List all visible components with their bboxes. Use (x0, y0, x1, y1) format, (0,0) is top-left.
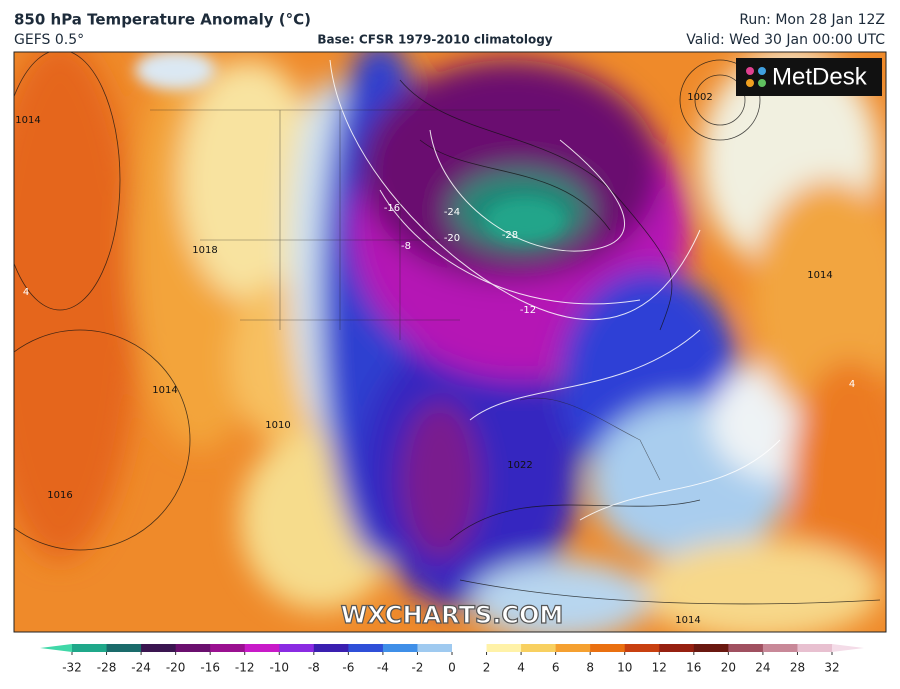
contour-label: 1014 (807, 270, 832, 281)
colorbar-tick-label: -28 (97, 661, 117, 675)
colorbar-tick-label: -4 (377, 661, 389, 675)
colorbar-segment (762, 644, 798, 652)
contour-label: -16 (384, 203, 400, 214)
watermark: WXCHARTS.COM (341, 601, 563, 629)
colorbar-tick-label: -6 (342, 661, 354, 675)
colorbar-tick-label: 24 (755, 661, 770, 675)
colorbar-tick-label: 2 (483, 661, 491, 675)
base-label: Base: CFSR 1979-2010 climatology (317, 33, 552, 47)
colorbar-low-end (40, 644, 72, 652)
colorbar-segment (659, 644, 695, 652)
colorbar-segment (555, 644, 591, 652)
colorbar-segment (590, 644, 626, 652)
colorbar-tick-label: 6 (552, 661, 560, 675)
colorbar-segment (452, 644, 488, 652)
colorbar: -32 -28 -24 -20 -16 -12 -10 -8 -6 -4 -2 0 2 4 6 8 10 12 16… (40, 644, 864, 675)
colorbar-segment (486, 644, 522, 652)
colorbar-segment (313, 644, 349, 652)
contour-label: 1010 (265, 420, 290, 431)
contour-label: -12 (520, 305, 536, 316)
colorbar-tick-label: 8 (586, 661, 594, 675)
colorbar-tick-label: 28 (790, 661, 805, 675)
logo-icon (746, 67, 766, 87)
valid-label: Valid: Wed 30 Jan 00:00 UTC (686, 32, 885, 48)
colorbar-segment (624, 644, 660, 652)
colorbar-segment (728, 644, 764, 652)
colorbar-segment (106, 644, 142, 652)
colorbar-segment (382, 644, 418, 652)
colorbar-tick-label: -16 (200, 661, 220, 675)
colorbar-tick-label: 12 (652, 661, 667, 675)
colorbar-tick-label: -20 (166, 661, 186, 675)
contour-label: 1002 (687, 92, 712, 103)
colorbar-tick-label: -8 (308, 661, 320, 675)
colorbar-segment (279, 644, 315, 652)
contour-label: -24 (444, 207, 460, 218)
contour-label: -28 (502, 230, 518, 241)
contour-label: 4 (23, 287, 29, 298)
colorbar-tick-label: -24 (131, 661, 151, 675)
contour-label: 1016 (47, 490, 72, 501)
colorbar-tick-label: 32 (824, 661, 839, 675)
contour-label: -20 (444, 233, 460, 244)
colorbar-tick-label: -32 (62, 661, 82, 675)
map-frame (13, 51, 887, 633)
colorbar-segment (417, 644, 453, 652)
colorbar-tick-label: 4 (517, 661, 525, 675)
colorbar-tick-label: 0 (448, 661, 456, 675)
logo-text: MetDesk (772, 63, 868, 90)
colorbar-tick-label: -12 (235, 661, 255, 675)
contour-label: -8 (401, 241, 411, 252)
map-title: 850 hPa Temperature Anomaly (°C) (14, 11, 311, 29)
colorbar-segment (141, 644, 177, 652)
colorbar-high-end (832, 644, 864, 652)
model-label: GEFS 0.5° (14, 32, 84, 48)
colorbar-segment (244, 644, 280, 652)
colorbar-segment (72, 644, 108, 652)
run-label: Run: Mon 28 Jan 12Z (739, 12, 885, 28)
contour-label: 1022 (507, 460, 532, 471)
colorbar-tick-label: 10 (617, 661, 632, 675)
colorbar-tick-label: 16 (686, 661, 701, 675)
contour-label: 1014 (152, 385, 177, 396)
colorbar-tick-label: -2 (411, 661, 423, 675)
colorbar-segment (210, 644, 246, 652)
colorbar-tick-label: 20 (721, 661, 736, 675)
logo-box (736, 58, 882, 96)
contour-label: 1014 (675, 615, 700, 626)
colorbar-segment (693, 644, 729, 652)
map: -28 -24 -20 -16 -12 -8 1014 1018 1022 1010 1014 101… (14, 52, 886, 632)
colorbar-segment (348, 644, 384, 652)
colorbar-segment (797, 644, 833, 652)
contour-label: 4 (849, 379, 855, 390)
contour-label: 1018 (192, 245, 217, 256)
colorbar-tick-label: -10 (269, 661, 289, 675)
colorbar-segment (521, 644, 557, 652)
colorbar-segment (175, 644, 211, 652)
contour-label: 1014 (15, 115, 40, 126)
